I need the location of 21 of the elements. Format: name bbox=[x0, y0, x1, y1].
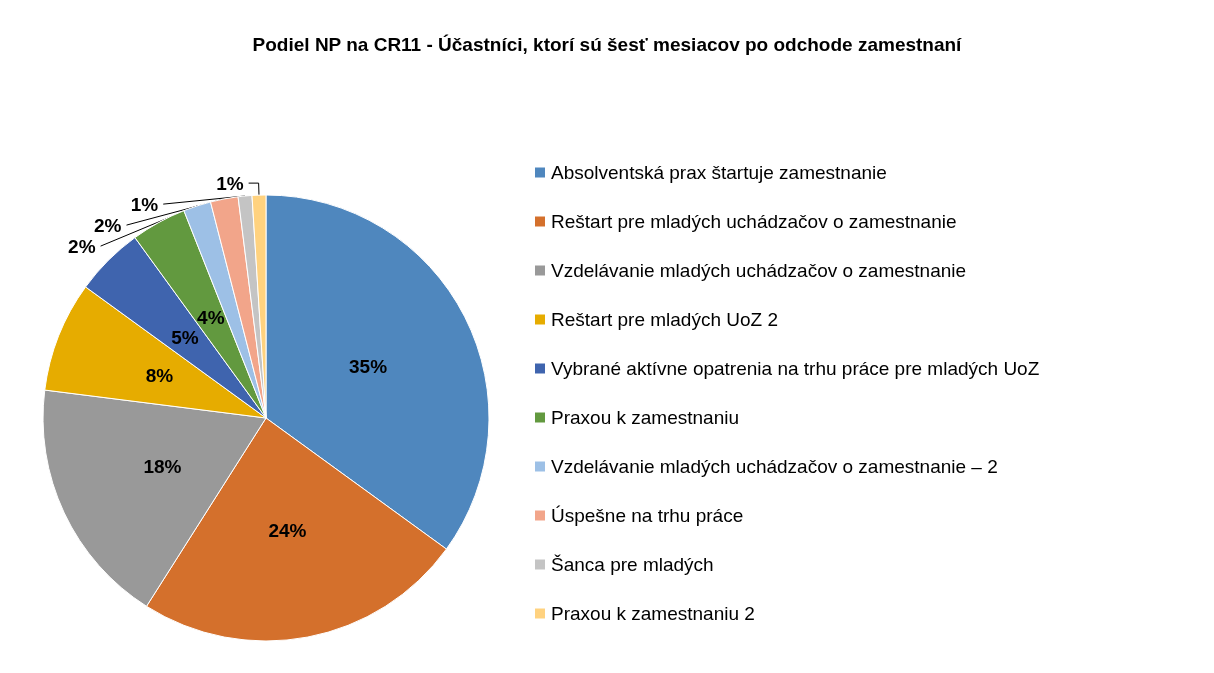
data-label: 18% bbox=[143, 456, 182, 478]
data-label: 5% bbox=[171, 326, 199, 348]
legend-label: Praxou k zamestnaniu bbox=[551, 407, 739, 428]
data-label: 2% bbox=[94, 214, 122, 236]
data-label: 1% bbox=[216, 172, 244, 194]
data-label: 35% bbox=[349, 355, 388, 377]
legend-label: Šanca pre mladých bbox=[551, 554, 714, 575]
legend-label: Vybrané aktívne opatrenia na trhu práce pre mladých UoZ bbox=[551, 358, 1040, 379]
chart-title: Podiel NP na CR11 - Účastníci, ktorí sú šesť mesiacov po odchode zamestnaní bbox=[252, 34, 963, 55]
data-label: 8% bbox=[145, 365, 174, 387]
data-label: 4% bbox=[197, 307, 225, 329]
legend-label: Reštart pre mladých uchádzačov o zamestnanie bbox=[551, 211, 957, 232]
legend-label: Reštart pre mladých UoZ 2 bbox=[551, 309, 779, 330]
data-label: 24% bbox=[268, 519, 307, 541]
data-label: 1% bbox=[130, 193, 159, 215]
legend-label: Absolventská prax štartuje zamestnanie bbox=[551, 162, 887, 183]
legend-label: Vzdelávanie mladých uchádzačov o zamestnanie bbox=[551, 260, 967, 281]
legend-label: Vzdelávanie mladých uchádzačov o zamestnanie – 2 bbox=[551, 456, 998, 477]
legend-label: Úspešne na trhu práce bbox=[551, 505, 744, 526]
data-label: 2% bbox=[68, 235, 96, 257]
legend-label: Praxou k zamestnaniu 2 bbox=[551, 603, 755, 624]
